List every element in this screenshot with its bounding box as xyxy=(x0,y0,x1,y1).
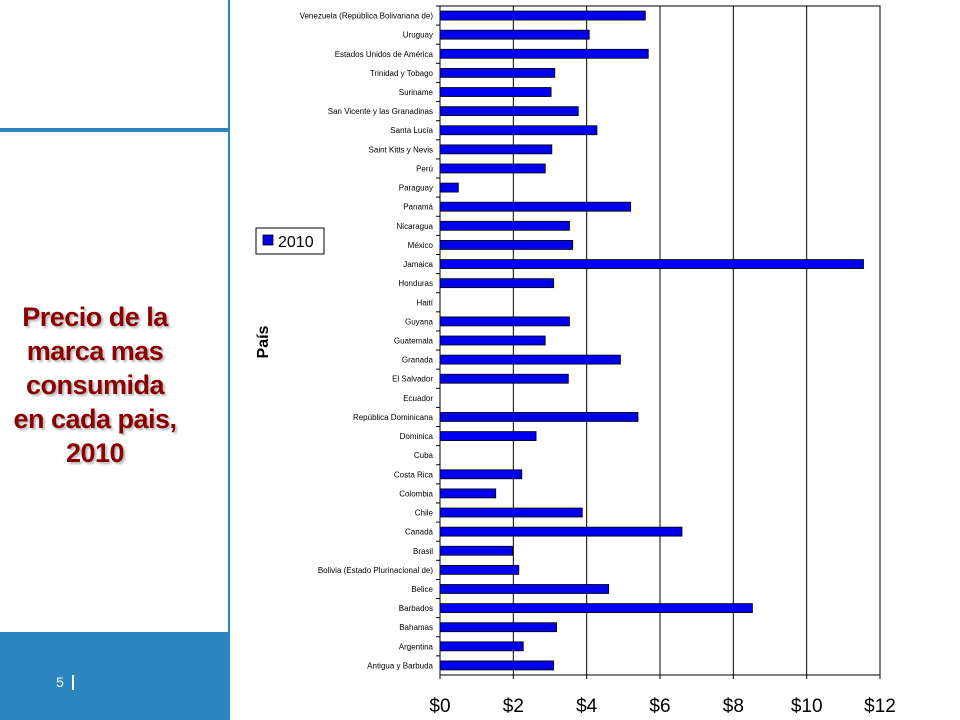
page-number-separator xyxy=(72,675,74,690)
bar xyxy=(439,87,552,97)
x-tick-label: $12 xyxy=(864,696,896,717)
bar xyxy=(439,335,546,346)
bar xyxy=(439,526,683,537)
category-label: Barbados xyxy=(399,604,433,613)
bar xyxy=(439,106,579,117)
category-label: Paraguay xyxy=(399,184,433,193)
category-label: Estados Unidos de América xyxy=(335,50,434,59)
category-label: Trinidad y Tobago xyxy=(370,69,434,78)
category-label: Dominica xyxy=(400,432,434,441)
page-number: 5 xyxy=(56,674,64,690)
category-label: Costa Rica xyxy=(394,470,434,479)
bar xyxy=(439,545,513,556)
bar xyxy=(439,660,555,671)
bar xyxy=(439,278,555,289)
x-tick-label: $0 xyxy=(429,696,450,717)
bar xyxy=(439,412,639,422)
x-tick-label: $10 xyxy=(791,696,823,717)
x-tick-label: $6 xyxy=(649,696,670,717)
category-label: Suriname xyxy=(399,88,434,97)
category-label: Canadá xyxy=(405,528,434,537)
category-label: Panamá xyxy=(403,203,433,212)
category-label: Granada xyxy=(402,356,434,365)
category-label: Guatemala xyxy=(394,337,434,346)
bar xyxy=(439,584,610,594)
legend-label: 2010 xyxy=(278,234,314,251)
bar xyxy=(439,144,553,155)
category-label: México xyxy=(408,241,434,250)
bar xyxy=(439,259,864,269)
category-label: Chile xyxy=(415,509,434,518)
bar xyxy=(439,641,524,652)
category-label: San Vicente y las Granadinas xyxy=(328,107,433,116)
bar xyxy=(439,431,537,441)
panel-divider xyxy=(228,0,230,720)
category-label: Guyana xyxy=(405,317,434,326)
y-axis-label: País xyxy=(255,325,272,358)
category-label: Colombia xyxy=(399,489,433,498)
category-label: Nicaragua xyxy=(397,222,434,231)
category-label: Bolivia (Estado Plurinacional de) xyxy=(318,566,434,575)
bar xyxy=(439,125,598,136)
x-tick-label: $8 xyxy=(723,696,744,717)
category-label: Uruguay xyxy=(403,31,433,40)
category-label: Argentina xyxy=(399,642,434,651)
bar xyxy=(439,182,459,193)
bar xyxy=(439,29,590,40)
category-label: Bahamas xyxy=(399,623,433,632)
category-label: Santa Lucía xyxy=(390,126,433,135)
category-label: Cuba xyxy=(414,451,434,460)
header-rule xyxy=(0,128,228,132)
slide-title: Precio de la marca mas consumida en cada… xyxy=(13,302,177,468)
category-label: Antigua y Barbuda xyxy=(367,661,433,670)
bar-chart: $0 $2 $4 $6 $8 $10 $12 Venezuela (República Bol… xyxy=(255,5,896,717)
category-label: El Salvador xyxy=(392,375,433,384)
bar xyxy=(439,240,574,250)
bar xyxy=(439,622,557,633)
bar xyxy=(439,68,556,78)
category-label: Saint Kitts y Nevis xyxy=(369,145,433,154)
bar xyxy=(439,48,649,59)
category-label: Jamaica xyxy=(403,260,433,269)
x-tick-label: $2 xyxy=(503,696,524,717)
bar xyxy=(439,373,569,384)
bar xyxy=(439,488,497,499)
left-panel xyxy=(0,0,228,720)
category-label: República Dominicana xyxy=(353,413,434,422)
bar xyxy=(439,316,570,327)
bar xyxy=(439,354,621,365)
category-label: Belice xyxy=(411,585,433,594)
bar xyxy=(439,469,523,480)
category-label: Ecuador xyxy=(403,394,433,403)
category-label: Haití xyxy=(417,298,434,307)
category-label: Brasil xyxy=(413,547,433,556)
bar xyxy=(439,10,646,21)
bar xyxy=(439,163,546,174)
bar xyxy=(439,507,583,518)
category-label: Venezuela (República Bolivariana de) xyxy=(300,12,434,21)
bar xyxy=(439,603,753,613)
bar xyxy=(439,564,520,575)
bar xyxy=(439,201,632,212)
footer-band xyxy=(0,632,228,720)
x-tick-label: $4 xyxy=(576,696,598,717)
category-label: Perú xyxy=(416,164,433,173)
legend-swatch xyxy=(262,234,274,246)
bar xyxy=(439,220,570,231)
category-label: Honduras xyxy=(398,279,433,288)
